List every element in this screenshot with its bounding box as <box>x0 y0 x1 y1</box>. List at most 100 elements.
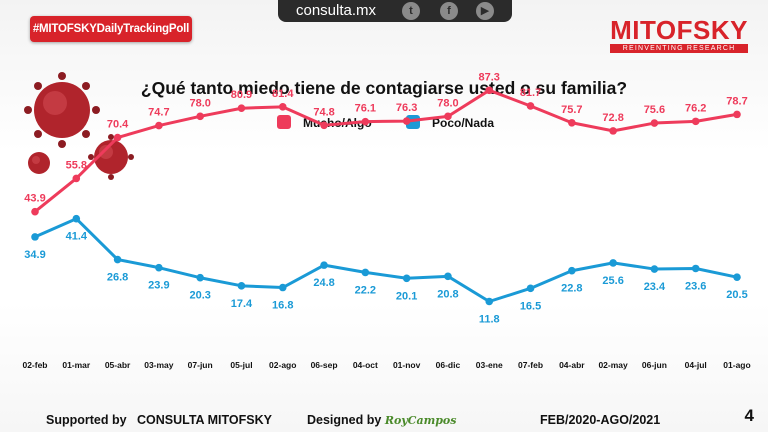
youtube-icon[interactable]: ▶ <box>476 2 494 20</box>
x-tick-label: 02-ago <box>269 360 296 370</box>
data-label: 23.4 <box>644 281 666 293</box>
x-tick-label: 01-nov <box>393 360 421 370</box>
data-point <box>609 259 617 267</box>
logo-name: MITOFSKY <box>610 15 748 45</box>
data-label: 74.7 <box>148 107 169 119</box>
data-point <box>485 86 494 95</box>
supported-name: CONSULTA MITOFSKY <box>136 413 272 427</box>
data-point <box>196 273 204 282</box>
data-point <box>320 261 328 269</box>
virus-illustration-large <box>24 72 100 148</box>
data-point <box>320 121 328 130</box>
x-tick-label: 02-may <box>598 360 628 370</box>
data-point <box>237 282 246 290</box>
data-point <box>568 118 576 127</box>
x-tick-label: 06-jun <box>642 360 667 370</box>
data-point <box>278 103 287 111</box>
footer-supported: Supported by CONSULTA MITOFSKY <box>46 413 272 427</box>
legend-swatch-mucho-algo <box>277 115 291 129</box>
footer-period: FEB/2020-AGO/2021 <box>540 413 661 427</box>
x-tick-label: 04-jul <box>685 360 707 370</box>
data-label: 81.4 <box>272 88 294 100</box>
data-label: 78.0 <box>189 97 210 109</box>
data-point <box>733 273 741 281</box>
x-tick-label: 07-feb <box>518 360 543 370</box>
x-tick-label: 06-dic <box>436 360 461 370</box>
data-label: 43.9 <box>24 193 45 205</box>
x-tick-label: 01-mar <box>62 360 91 370</box>
data-label: 22.8 <box>561 283 582 295</box>
facebook-icon[interactable]: f <box>440 2 458 20</box>
hashtag-badge[interactable]: #MITOFSKYDailyTrackingPoll <box>30 16 192 42</box>
data-point <box>650 119 659 127</box>
data-label: 76.3 <box>396 102 417 114</box>
data-point <box>361 117 370 126</box>
data-label: 76.1 <box>355 103 376 115</box>
data-label: 25.6 <box>602 275 623 287</box>
data-point <box>526 284 535 293</box>
data-point <box>402 117 411 125</box>
data-point <box>691 264 700 273</box>
data-point <box>444 272 452 281</box>
data-point <box>72 214 81 223</box>
data-label: 23.6 <box>685 280 706 292</box>
data-label: 74.8 <box>313 106 334 118</box>
data-point <box>113 133 122 142</box>
data-point <box>650 265 659 273</box>
data-label: 20.3 <box>189 290 210 302</box>
x-tick-label: 03-may <box>144 360 174 370</box>
mitofsky-logo: MITOFSKY REINVENTING RESEARCH <box>610 16 748 53</box>
data-label: 17.4 <box>231 298 253 310</box>
x-tick-label: 04-oct <box>353 360 378 370</box>
data-label: 20.8 <box>437 288 458 300</box>
twitter-icon[interactable]: t <box>402 2 420 20</box>
series-line-poco-nada <box>34 217 738 303</box>
data-label: 55.8 <box>66 159 87 171</box>
data-label: 76.2 <box>685 102 706 114</box>
data-point <box>733 110 741 119</box>
data-point <box>444 112 452 121</box>
data-point <box>155 121 163 130</box>
x-tick-label: 05-jul <box>230 360 252 370</box>
data-point <box>361 268 370 277</box>
virus-illustration-small <box>28 152 50 174</box>
data-label: 16.5 <box>520 300 541 312</box>
x-tick-label: 07-jun <box>188 360 213 370</box>
data-point <box>113 255 122 264</box>
logo-tagline: REINVENTING RESEARCH <box>610 44 748 53</box>
site-link[interactable]: consulta.mx <box>296 2 377 19</box>
data-point <box>31 233 39 241</box>
data-label: 78.7 <box>726 95 747 107</box>
data-point <box>609 127 617 135</box>
data-label: 34.9 <box>24 249 45 261</box>
data-label: 70.4 <box>107 119 129 131</box>
data-label: 22.2 <box>355 284 376 296</box>
data-label: 75.7 <box>561 104 582 116</box>
data-label: 16.8 <box>272 300 293 312</box>
data-point <box>155 263 163 272</box>
data-point <box>72 174 81 183</box>
page-number: 4 <box>744 406 754 425</box>
data-label: 87.3 <box>479 71 500 83</box>
data-label: 24.8 <box>313 277 334 289</box>
designed-label: Designed by <box>307 413 382 427</box>
data-label: 20.5 <box>726 289 747 301</box>
series-line-mucho-algo <box>34 88 738 213</box>
footer-designed: Designed by RoyCampos <box>307 413 456 427</box>
data-label: 80.9 <box>231 89 252 101</box>
data-point <box>526 102 535 110</box>
data-label: 23.9 <box>148 280 169 292</box>
data-point <box>485 297 494 306</box>
virus-illustration-medium <box>88 134 134 180</box>
data-label: 11.8 <box>479 313 500 325</box>
x-tick-label: 01-ago <box>723 360 750 370</box>
x-tick-label: 04-abr <box>559 360 585 370</box>
x-tick-label: 05-abr <box>105 360 131 370</box>
data-label: 41.4 <box>66 231 88 243</box>
data-point <box>196 112 204 121</box>
designer-signature: RoyCampos <box>384 414 457 427</box>
data-label: 78.0 <box>437 97 458 109</box>
x-tick-label: 06-sep <box>311 360 338 370</box>
